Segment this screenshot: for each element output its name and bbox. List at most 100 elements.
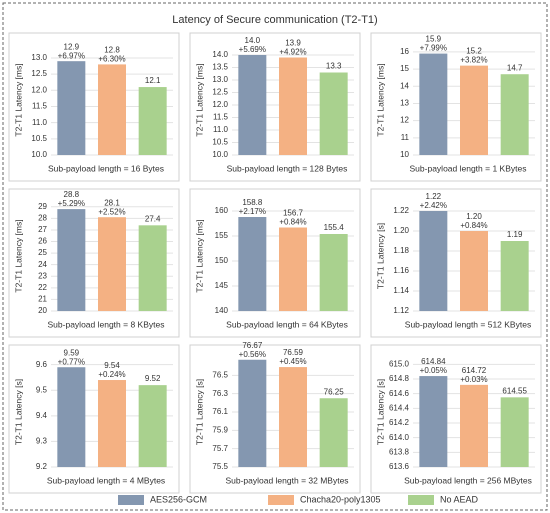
value-label: 9.54 <box>104 361 120 370</box>
y-tick-label: 76.1 <box>212 407 228 416</box>
y-tick-label: 13 <box>400 99 409 108</box>
y-tick-label: 75.7 <box>212 444 228 453</box>
bar <box>238 217 267 311</box>
value-label: 14.7 <box>507 63 523 72</box>
value-label: 13.9 <box>285 39 301 48</box>
y-tick-label: 614.4 <box>389 403 410 412</box>
y-tick-label: 23 <box>38 271 47 280</box>
bar <box>460 231 488 311</box>
value-label: 1.20 <box>466 212 482 221</box>
annotation: +2.52% <box>98 207 125 216</box>
y-tick-label: 1.20 <box>393 226 409 235</box>
y-tick-label: 160 <box>215 206 229 215</box>
annotation: +3.82% <box>460 56 487 65</box>
bar <box>319 234 348 311</box>
y-tick-label: 10.0 <box>212 150 228 159</box>
value-label: 614.84 <box>421 357 446 366</box>
bar <box>138 87 167 155</box>
subplot-border <box>370 32 542 182</box>
y-tick-label: 10.0 <box>31 150 47 159</box>
bar <box>500 397 529 467</box>
subplot-border <box>370 344 542 494</box>
legend-label: No AEAD <box>440 494 479 504</box>
y-tick-label: 155 <box>215 231 229 240</box>
value-label: 76.59 <box>283 348 304 357</box>
value-label: 9.59 <box>64 348 80 357</box>
legend-label: Chacha20-poly1305 <box>300 494 381 504</box>
annotation: +0.56% <box>239 350 266 359</box>
y-tick-label: 9.6 <box>36 360 48 369</box>
bar <box>500 74 529 155</box>
y-tick-label: 10.5 <box>31 134 47 143</box>
y-tick-label: 11.5 <box>32 102 48 111</box>
bar <box>319 72 348 155</box>
y-tick-label: 614.6 <box>389 389 410 398</box>
y-tick-label: 21 <box>38 295 47 304</box>
y-tick-label: 1.16 <box>393 266 409 275</box>
legend-swatch <box>118 495 144 505</box>
y-tick-label: 12.5 <box>212 88 228 97</box>
y-tick-label: 1.22 <box>393 206 409 215</box>
bar <box>98 380 126 467</box>
annotation: +0.45% <box>279 357 306 366</box>
value-label: 76.25 <box>324 387 345 396</box>
y-axis-label: T2-T1 Latency [s] <box>194 379 204 445</box>
annotation: +0.84% <box>279 218 306 227</box>
bar <box>279 57 307 155</box>
y-tick-label: 24 <box>38 260 47 269</box>
annotation: +2.17% <box>239 207 266 216</box>
value-label: 156.7 <box>283 209 304 218</box>
y-tick-label: 14 <box>400 81 409 90</box>
y-tick-label: 13.0 <box>31 53 47 62</box>
y-tick-label: 12.0 <box>31 85 47 94</box>
annotation: +0.03% <box>460 375 487 384</box>
y-tick-label: 9.5 <box>36 385 48 394</box>
annotation: +0.84% <box>460 221 487 230</box>
bar <box>419 211 448 311</box>
y-tick-label: 150 <box>215 256 229 265</box>
bar <box>419 53 448 155</box>
y-tick-label: 613.8 <box>389 447 410 456</box>
subplot-border <box>8 344 180 494</box>
annotation: +6.97% <box>58 51 85 60</box>
annotation: +5.69% <box>239 45 266 54</box>
bar <box>57 367 86 467</box>
bar <box>279 227 307 311</box>
value-label: 614.72 <box>462 366 487 375</box>
bar <box>138 385 167 467</box>
y-tick-label: 20 <box>38 306 47 315</box>
legend-swatch <box>408 495 434 505</box>
x-axis-label: Sub-payload length = 1 KBytes <box>410 163 527 173</box>
y-tick-label: 15 <box>400 64 409 73</box>
value-label: 15.9 <box>426 35 442 44</box>
y-tick-label: 16 <box>400 47 409 56</box>
annotation: +2.42% <box>420 201 447 210</box>
value-label: 28.1 <box>104 198 120 207</box>
subplot-border <box>8 188 180 338</box>
y-tick-label: 11.5 <box>213 113 229 122</box>
subplot-border <box>189 188 361 338</box>
y-tick-label: 75.9 <box>212 425 228 434</box>
y-tick-label: 9.4 <box>36 411 48 420</box>
y-tick-label: 9.3 <box>36 437 48 446</box>
bar <box>279 367 307 467</box>
y-axis-label: T2-T1 Latency [s] <box>13 379 23 445</box>
legend-swatch <box>268 495 294 505</box>
y-tick-label: 1.14 <box>393 286 409 295</box>
x-axis-label: Sub-payload length = 32 MBytes <box>225 475 348 485</box>
y-axis-label: T2-T1 Latency [ms] <box>194 219 204 292</box>
value-label: 14.0 <box>245 36 261 45</box>
subplot-border <box>8 32 180 182</box>
value-label: 12.9 <box>64 42 80 51</box>
value-label: 614.55 <box>502 386 527 395</box>
y-axis-label: T2-T1 Latency [s] <box>375 379 385 445</box>
legend-label: AES256-GCM <box>150 494 207 504</box>
y-tick-label: 76.5 <box>212 370 228 379</box>
bar <box>238 55 267 155</box>
y-tick-label: 11 <box>401 133 410 142</box>
x-axis-label: Sub-payload length = 256 MBytes <box>404 475 532 485</box>
bar <box>419 376 448 467</box>
x-axis-label: Sub-payload length = 128 Bytes <box>227 163 348 173</box>
